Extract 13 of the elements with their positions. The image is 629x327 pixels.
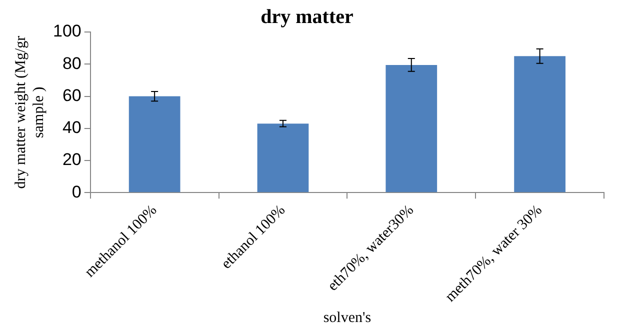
- y-tick-label: 40: [62, 118, 82, 138]
- y-tick-label: 100: [52, 22, 82, 41]
- chart-title: dry matter: [260, 6, 354, 28]
- y-tick-label: 60: [62, 86, 82, 105]
- y-tick-label: 20: [62, 150, 82, 170]
- y-axis-title: dry matter weight (Mg/gr sample ): [12, 36, 47, 189]
- bar: [386, 64, 438, 192]
- bar: [257, 124, 309, 192]
- y-tick-label: 80: [62, 54, 82, 73]
- x-axis-title: solven's: [323, 310, 372, 326]
- y-tick-label: 0: [72, 182, 82, 202]
- bar: [128, 96, 180, 192]
- bar: [514, 56, 566, 192]
